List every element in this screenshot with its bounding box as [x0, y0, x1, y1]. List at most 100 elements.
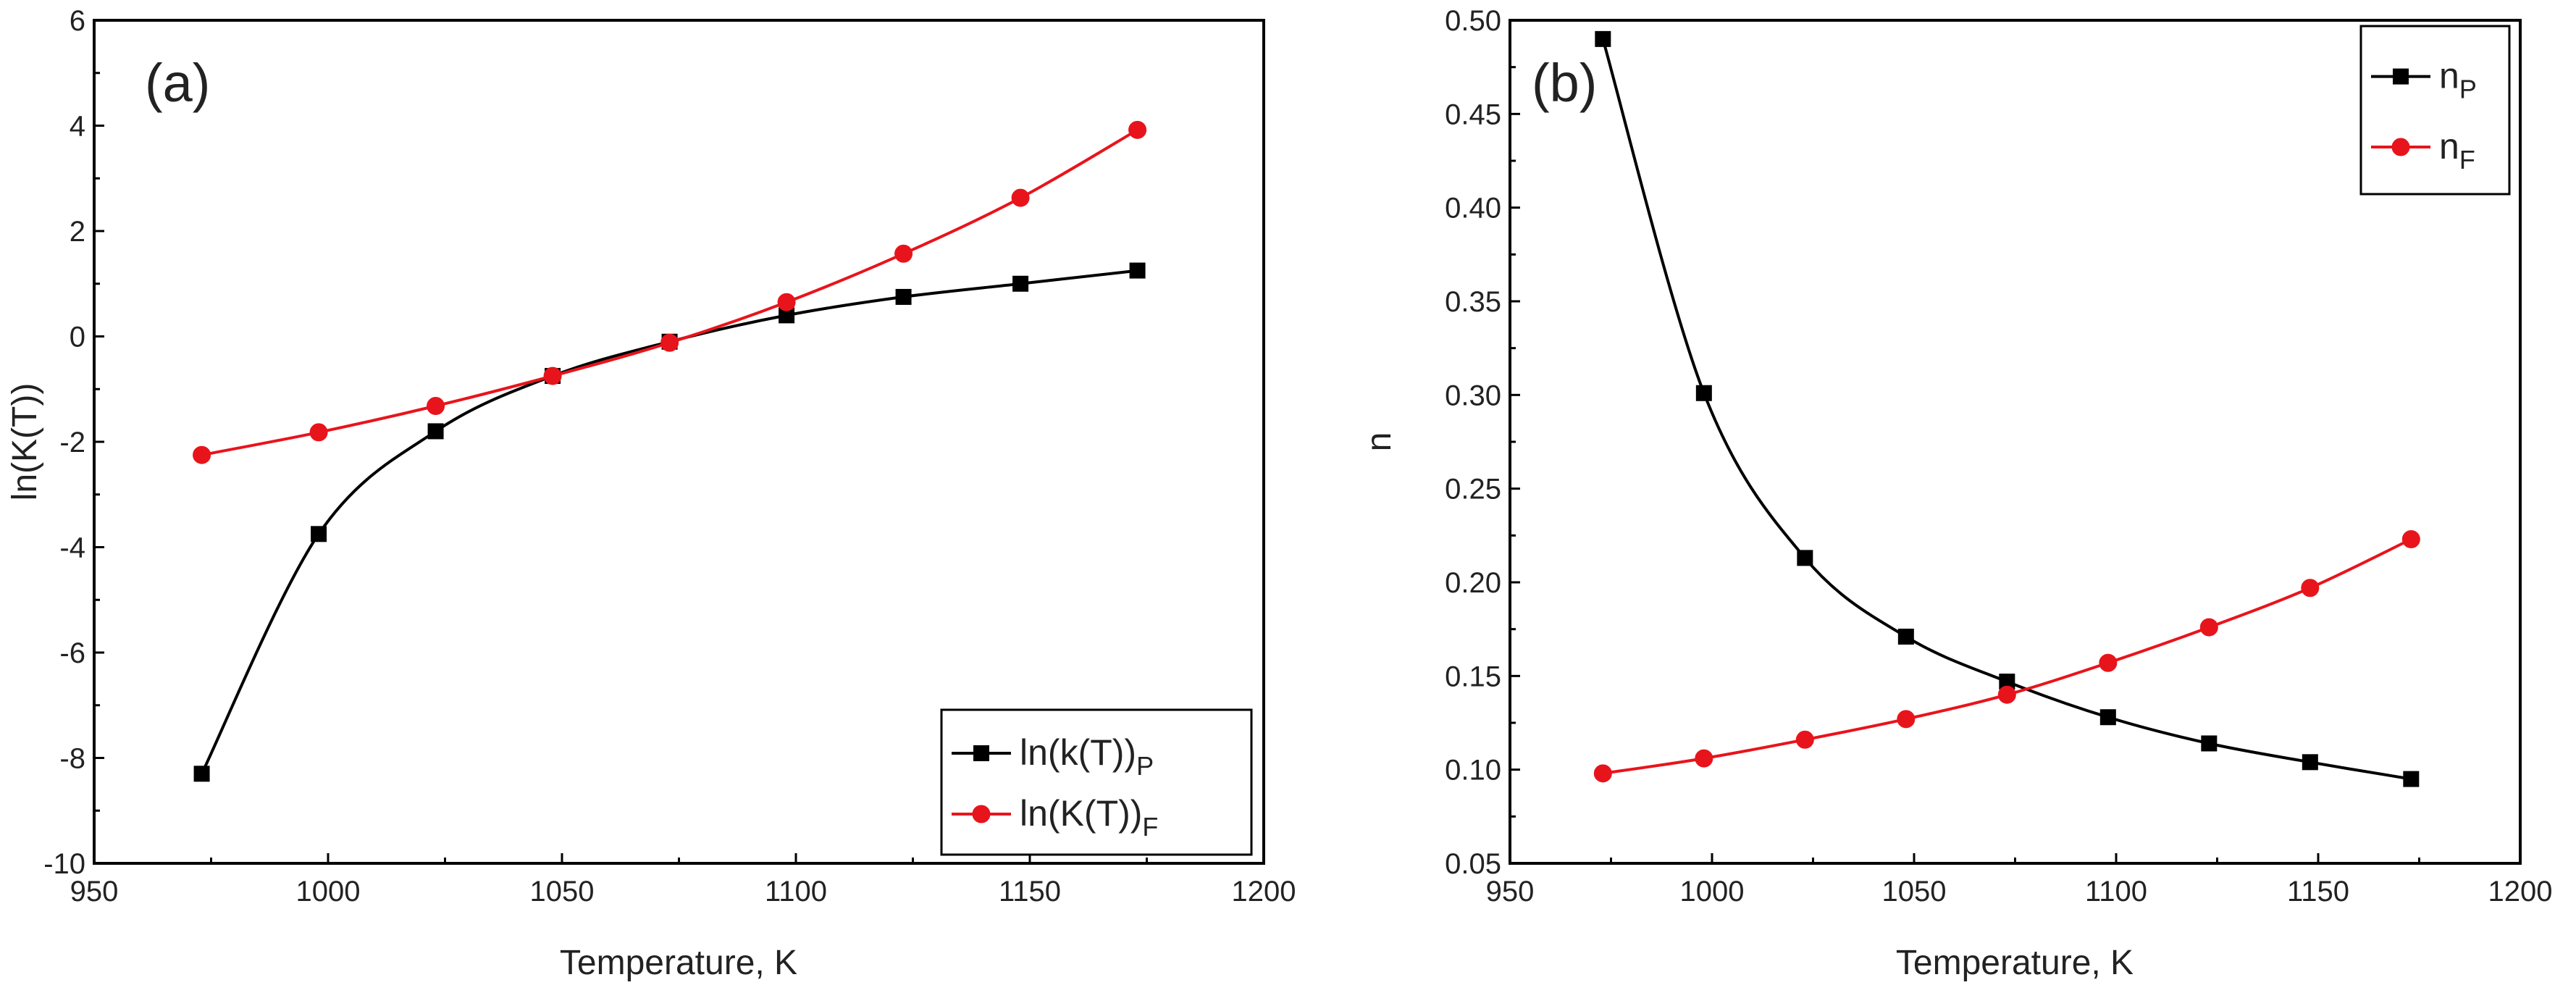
legend-a: ln(k(T))P ln(K(T))F — [940, 708, 1253, 856]
data-point-square — [193, 766, 210, 782]
x-tick-label: 950 — [1486, 876, 1535, 908]
y-tick-label: 0.15 — [1445, 661, 1501, 692]
panel-label-a: (a) — [145, 53, 210, 113]
x-tick-label: 1200 — [1232, 876, 1296, 908]
legend-name-a-0: ln(k(T)) — [1020, 732, 1136, 773]
y-tick-label: 4 — [70, 111, 85, 143]
legend-subscript-b-1: F — [2459, 145, 2475, 175]
data-point-square — [779, 307, 795, 324]
legend-marker-shape — [973, 745, 989, 761]
data-point-circle — [2199, 618, 2218, 637]
x-tick-label: 1150 — [2287, 876, 2349, 908]
data-point-square — [1595, 30, 1611, 47]
data-point-square — [2099, 709, 2116, 726]
legend-name-b-0: n — [2439, 56, 2459, 96]
legend-entry-a-1: ln(K(T))F — [952, 793, 1158, 842]
data-point-circle — [2099, 653, 2118, 672]
x-tick-label: 1150 — [999, 876, 1061, 908]
legend-label-a-0: ln(k(T))P — [1020, 732, 1154, 781]
chart-panel-b: 950 1000 1050 1100 1150 1200 0.05 0.10 0.15 0.20… — [1360, 5, 2552, 982]
legend-marker-shape — [972, 805, 991, 823]
y-tick-label: -6 — [59, 637, 85, 669]
data-point-square — [2201, 735, 2218, 752]
data-point-circle — [1795, 730, 1814, 749]
legend-box-a — [940, 708, 1253, 856]
data-point-square — [1897, 629, 1914, 645]
y-tick-label: 0.05 — [1445, 848, 1501, 880]
data-point-circle — [1011, 188, 1030, 207]
legend-name-b-1: n — [2439, 126, 2459, 167]
x-ticks-a: 950 1000 1050 1100 1150 1200 — [70, 853, 1296, 908]
data-point-square — [2302, 754, 2318, 771]
y-tick-label: 0.40 — [1445, 193, 1501, 225]
x-tick-label: 1100 — [2085, 876, 2147, 908]
data-point-circle — [309, 423, 328, 442]
series-markers-b — [1593, 30, 2420, 787]
data-point-circle — [543, 366, 562, 385]
y-tick-label: 0.25 — [1445, 474, 1501, 506]
y-tick-label: -4 — [59, 532, 85, 564]
legend-marker-shape — [2391, 138, 2410, 156]
y-ticks-b: 0.05 0.10 0.15 0.20 0.25 0.30 0.35 0.40 0.45 0.50 — [1445, 5, 1520, 880]
data-point-circle — [1695, 749, 1713, 768]
series-lines-b — [1601, 38, 2412, 781]
legend-label-a-1: ln(K(T))F — [1020, 793, 1158, 842]
x-tick-label: 1050 — [1882, 876, 1947, 908]
data-point-square — [1695, 385, 1712, 401]
data-point-square — [1797, 550, 1813, 566]
x-tick-label: 1000 — [1680, 876, 1745, 908]
y-tick-label: 0 — [70, 322, 85, 353]
y-tick-label: -10 — [43, 848, 85, 880]
y-axis-label-b: n — [1360, 432, 1398, 452]
data-point-square — [311, 526, 327, 542]
data-point-circle — [427, 397, 445, 416]
x-ticks-b: 950 1000 1050 1100 1150 1200 — [1486, 853, 2552, 908]
legend-marker-b-1 — [2391, 138, 2410, 156]
x-tick-label: 950 — [70, 876, 119, 908]
legend-entry-b-1: nF — [2371, 126, 2475, 175]
y-axis-label-a: ln(K(T)) — [6, 383, 44, 501]
legend-name-a-1: ln(K(T)) — [1020, 793, 1142, 834]
legend-box-b — [2359, 25, 2511, 196]
chart-panel-a: 950 1000 1050 1100 1150 1200 -10-8-6-4-20246 … — [6, 5, 1296, 982]
data-point-circle — [2401, 530, 2420, 549]
x-axis-label-b: Temperature, K — [1896, 944, 2134, 982]
data-point-square — [1129, 262, 1146, 279]
legend-subscript-b-0: P — [2459, 75, 2477, 104]
data-point-circle — [1128, 120, 1147, 139]
x-tick-label: 1050 — [530, 876, 595, 908]
legend-label-b-0: nP — [2439, 56, 2477, 104]
series-lines-a — [200, 128, 1138, 775]
y-tick-label: 0.45 — [1445, 98, 1501, 130]
x-tick-label: 1100 — [765, 876, 827, 908]
data-point-circle — [894, 244, 913, 263]
legend-entry-b-0: nP — [2371, 56, 2477, 104]
data-point-square — [1999, 674, 2015, 690]
y-tick-label: 2 — [70, 216, 85, 248]
y-tick-label: 0.30 — [1445, 380, 1501, 411]
data-point-circle — [2301, 579, 2320, 598]
data-point-circle — [1897, 710, 1916, 729]
legend-marker-shape — [2393, 68, 2409, 85]
y-tick-label: 6 — [70, 5, 85, 37]
legend-label-b-1: nF — [2439, 126, 2475, 175]
series-line-circle — [201, 128, 1138, 457]
data-point-circle — [1593, 764, 1612, 783]
y-ticks-a: -10 -8 -6 -4 -2 0 2 4 6 — [43, 5, 104, 880]
legend-subscript-a-1: F — [1142, 812, 1158, 842]
y-tick-label: 0.35 — [1445, 286, 1501, 318]
data-point-square — [895, 288, 912, 305]
series-line-circle — [1603, 537, 2412, 775]
series-markers-a — [193, 120, 1147, 782]
data-point-square — [1012, 275, 1029, 292]
x-tick-label: 1000 — [296, 876, 361, 908]
data-point-circle — [1997, 685, 2016, 704]
y-tick-label: -2 — [59, 427, 85, 458]
legend-marker-a-1 — [972, 805, 991, 823]
series-line-square — [1601, 38, 2412, 781]
x-axis-label-a: Temperature, K — [560, 944, 797, 982]
y-tick-label: 0.10 — [1445, 755, 1501, 787]
data-point-circle — [660, 333, 679, 352]
legend-entry-a-0: ln(k(T))P — [952, 732, 1154, 781]
legend-subscript-a-0: P — [1136, 751, 1154, 781]
